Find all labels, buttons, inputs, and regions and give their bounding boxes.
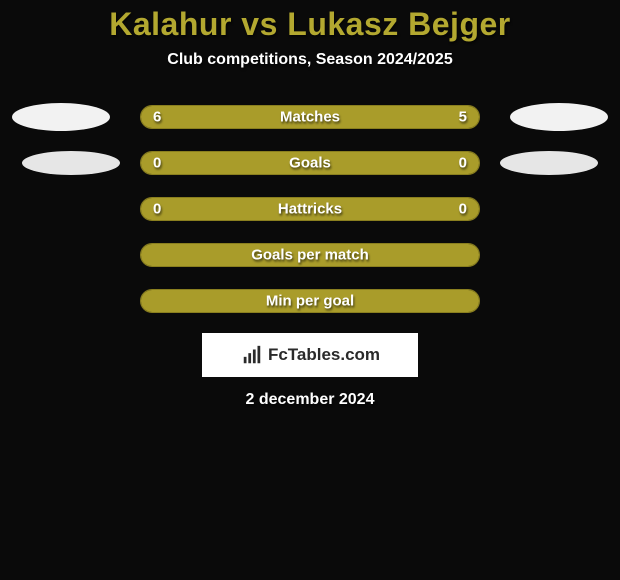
ellipse-left-icon <box>12 103 110 131</box>
stat-label: Matches <box>280 109 340 126</box>
bar-hattricks: 0 Hattricks 0 <box>140 197 480 221</box>
bar-chart-icon <box>240 344 264 366</box>
value-left: 0 <box>153 155 161 172</box>
row-hattricks: 0 Hattricks 0 <box>0 197 620 221</box>
bar-matches: 6 Matches 5 <box>140 105 480 129</box>
content-area: Kalahur vs Lukasz Bejger Club competitio… <box>0 0 620 580</box>
ellipse-left-icon <box>22 151 120 175</box>
brand-text: FcTables.com <box>268 345 380 365</box>
value-left: 6 <box>153 109 161 126</box>
row-matches: 6 Matches 5 <box>0 105 620 129</box>
page-title: Kalahur vs Lukasz Bejger <box>0 6 620 43</box>
subtitle: Club competitions, Season 2024/2025 <box>0 51 620 69</box>
stats-rows: 6 Matches 5 0 Goals 0 0 Hattricks 0 <box>0 105 620 313</box>
bar-gpm: Goals per match <box>140 243 480 267</box>
bar-mpg: Min per goal <box>140 289 480 313</box>
ellipse-right-icon <box>500 151 598 175</box>
date-text: 2 december 2024 <box>0 391 620 409</box>
stat-label: Goals per match <box>251 247 369 264</box>
row-min-per-goal: Min per goal <box>0 289 620 313</box>
value-left: 0 <box>153 201 161 218</box>
value-right: 5 <box>459 109 467 126</box>
stat-label: Min per goal <box>266 293 354 310</box>
row-goals-per-match: Goals per match <box>0 243 620 267</box>
stat-label: Hattricks <box>278 201 342 218</box>
stat-label: Goals <box>289 155 331 172</box>
row-goals: 0 Goals 0 <box>0 151 620 175</box>
value-right: 0 <box>459 201 467 218</box>
value-right: 0 <box>459 155 467 172</box>
ellipse-right-icon <box>510 103 608 131</box>
bar-goals: 0 Goals 0 <box>140 151 480 175</box>
brand-box: FcTables.com <box>202 333 418 377</box>
